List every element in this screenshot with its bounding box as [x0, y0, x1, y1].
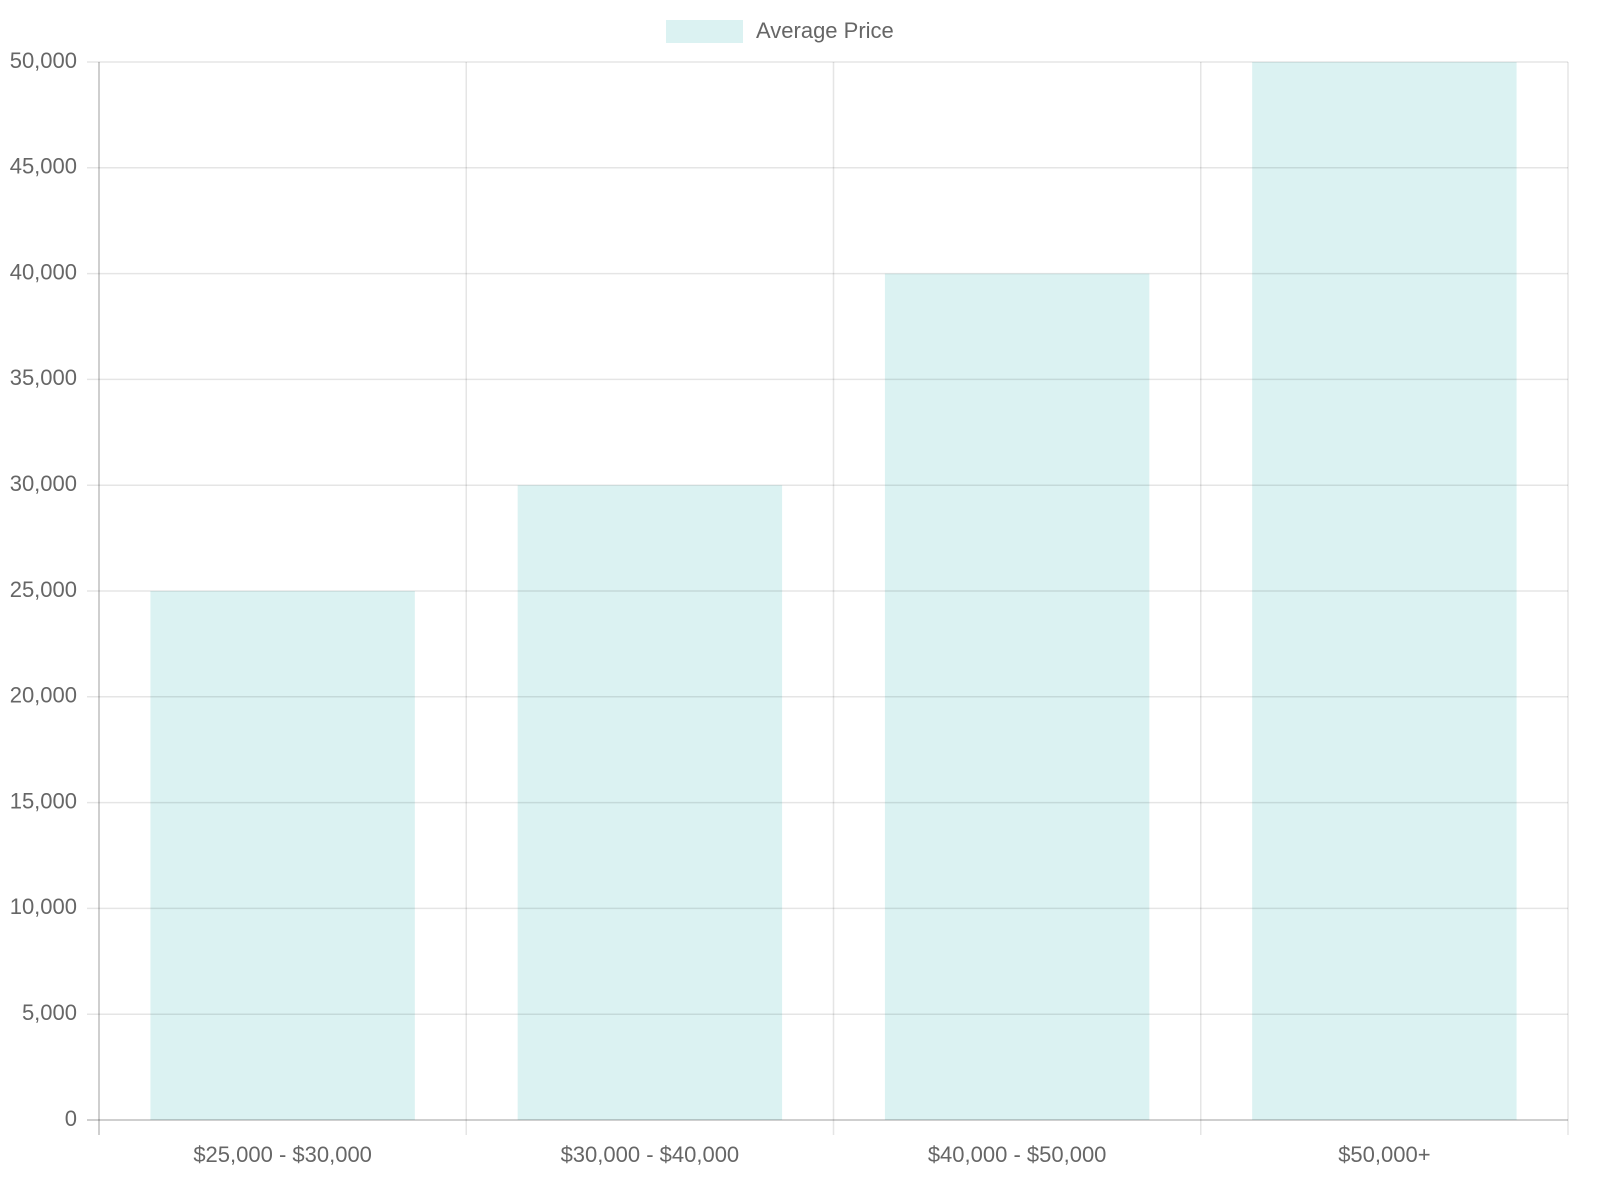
x-tick-label: $25,000 - $30,000 — [193, 1142, 372, 1167]
y-tick-label: 45,000 — [10, 154, 77, 179]
y-tick-label: 50,000 — [10, 48, 77, 73]
y-tick-label: 5,000 — [22, 1000, 77, 1025]
bar — [1252, 62, 1517, 1120]
bar — [517, 485, 783, 1120]
y-tick-label: 30,000 — [10, 471, 77, 496]
y-tick-label: 0 — [65, 1106, 77, 1131]
x-tick-label: $30,000 - $40,000 — [561, 1142, 740, 1167]
y-tick-label: 20,000 — [10, 683, 77, 708]
y-tick-label: 15,000 — [10, 788, 77, 813]
legend-swatch — [666, 20, 743, 43]
bar — [884, 273, 1150, 1121]
legend-label: Average Price — [756, 18, 894, 43]
x-tick-label: $50,000+ — [1338, 1142, 1430, 1167]
y-tick-label: 40,000 — [10, 259, 77, 284]
bar — [150, 591, 415, 1120]
y-tick-label: 25,000 — [10, 577, 77, 602]
y-tick-label: 10,000 — [10, 894, 77, 919]
y-tick-label: 35,000 — [10, 365, 77, 390]
x-tick-label: $40,000 - $50,000 — [928, 1142, 1107, 1167]
